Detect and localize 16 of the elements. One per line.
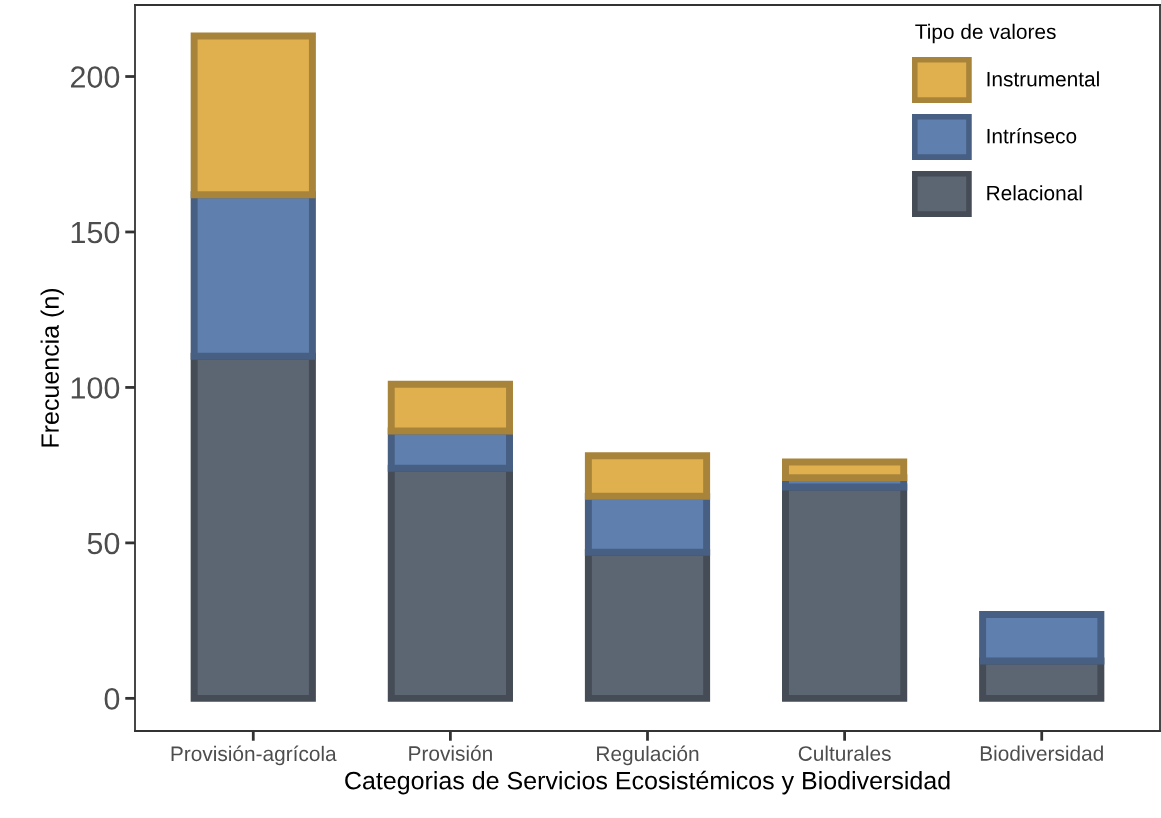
y-tick-label: 50 xyxy=(87,532,120,555)
x-tick-label: Provisión-agrícola xyxy=(171,745,337,766)
x-tick-label: Culturales xyxy=(798,745,891,761)
legend-label: Instrumental xyxy=(987,71,1099,87)
x-axis-title: Categorias de Servicios Ecosistémicos y Biodiversidad xyxy=(345,770,950,795)
x-tick-label: Provisión xyxy=(409,745,492,761)
x-tick-label: Biodiversidad xyxy=(980,745,1103,761)
x-tick-label: Regulación xyxy=(597,745,699,766)
y-tick-label: 200 xyxy=(70,66,120,88)
legend-title: Tipo de valores xyxy=(915,23,1056,44)
y-tick-label: 0 xyxy=(104,688,120,710)
y-tick-label: 100 xyxy=(71,377,120,399)
legend-label: Relacional xyxy=(987,185,1082,201)
y-tick-label: 150 xyxy=(71,221,120,244)
legend-label: Intrínseco xyxy=(987,127,1077,144)
y-axis-title: Frecuencia (n) xyxy=(40,288,64,447)
